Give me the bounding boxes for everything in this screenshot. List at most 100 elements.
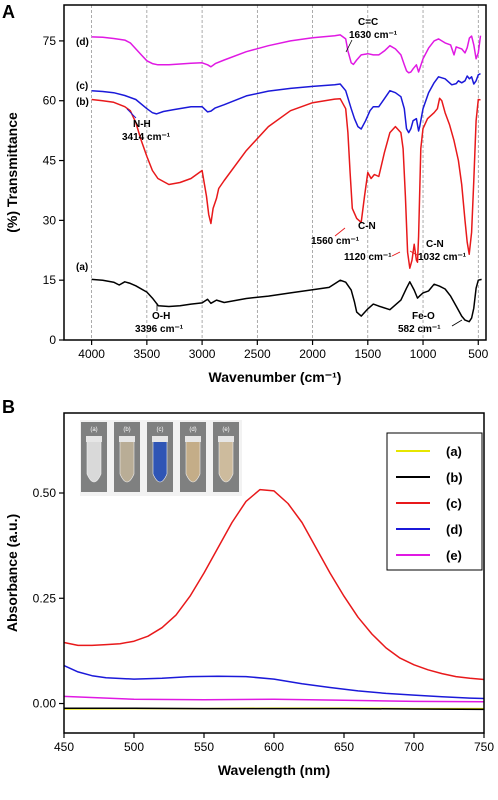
vial-e: (e) [213,422,239,492]
vial-cap [218,436,234,442]
annotation-text: 1560 cm⁻¹ [311,236,360,247]
annotation-text: 3396 cm⁻¹ [135,324,184,335]
annotation-text: Fe-O [412,311,435,322]
curve-label-a: (a) [76,262,88,273]
inset-vial-photo: (a) (b) (c) (d) (e) [80,420,242,496]
series-line-d [91,34,482,74]
x-tick-label: 650 [334,740,354,754]
y-tick-label: 45 [43,154,57,168]
x-tick-label: 700 [404,740,424,754]
y-tick-label: 15 [43,273,57,287]
vial-cap [86,436,102,442]
panel-a-y-axis-label: (%) Transmittance [4,112,20,233]
series-line-b [64,707,485,711]
panel-b-ticks: 450 500 550 600 650 700 750 0.00 0.25 0.50 [33,486,495,754]
annotation-o-h-3396: O-H 3396 cm⁻¹ [135,303,184,335]
series-line-e [63,695,485,703]
annotation-text: C-N [426,239,444,250]
x-tick-label: 550 [194,740,214,754]
legend-item-d: (d) [396,522,463,537]
y-tick-label: 0 [49,333,56,347]
vial-body [152,440,168,483]
annotation-c-n-1120-1032: C-N 1120 cm⁻¹ 1032 cm⁻¹ [344,239,467,263]
legend-item-b: (b) [396,470,463,485]
vial-body [119,440,135,483]
legend-label: (e) [446,548,462,563]
x-tick-label: 500 [468,347,488,361]
panel-a-label: A [2,2,15,22]
series-line-d [63,664,485,700]
vial-label: (b) [123,427,130,433]
y-tick-label: 0.25 [33,591,57,605]
vial-b: (b) [114,422,140,492]
x-tick-label: 450 [54,740,74,754]
annotation-text: 582 cm⁻¹ [398,324,441,335]
panel-b-series [63,488,485,711]
panel-b-label: B [2,397,15,417]
annotation-n-h-3414: N-H 3414 cm⁻¹ [122,108,171,143]
annotation-text: C-N [358,221,376,232]
legend-label: (a) [446,444,462,459]
curve-label-d: (d) [76,37,89,48]
legend-box [386,432,483,571]
vial-cap [152,436,168,442]
panel-a-x-axis-label: Wavenumber (cm⁻¹) [209,369,342,385]
annotation-c-n-1560: C-N 1560 cm⁻¹ [311,221,376,247]
annotation-pointer [391,251,401,257]
vial-d: (d) [180,422,206,492]
x-tick-label: 3500 [134,347,161,361]
annotation-c-c-1630: C=C 1630 cm⁻¹ [345,17,398,53]
vial-label: (c) [157,427,164,433]
annotation-text: 1032 cm⁻¹ [418,252,467,263]
panel-a-ticks: 4000 3500 3000 2500 2000 1500 1000 500 0 15 30 45 60… [43,34,489,361]
vial-a: (a) [81,422,107,492]
annotation-text: 1630 cm⁻¹ [349,30,398,41]
curve-label-c: (c) [76,81,88,92]
annotation-pointer [451,319,463,327]
legend-item-e: (e) [396,548,462,563]
panel-a-ftir-chart: A 4000 3500 3000 2500 2000 1500 1000 500 0 15 30 45… [2,2,489,385]
vial-body [86,440,102,483]
vial-body [218,440,234,483]
legend-item-a: (a) [396,444,462,459]
x-tick-label: 2000 [299,347,326,361]
vial-label: (e) [222,427,229,433]
x-tick-label: 1000 [410,347,437,361]
y-tick-label: 0.50 [33,486,57,500]
legend-label: (c) [446,496,462,511]
panel-b-legend: (a) (b) (c) (d) (e) [386,432,483,571]
x-tick-label: 2500 [244,347,271,361]
annotation-text: 1120 cm⁻¹ [344,252,392,263]
series-line-c [91,72,481,134]
vial-label: (d) [189,427,196,433]
panel-b-uvvis-chart: B 450 500 550 600 650 700 750 0.00 0.25 0.50 Wave… [2,397,494,778]
vial-label: (a) [90,427,97,433]
panel-a-plot-frame [63,4,487,341]
x-tick-label: 750 [474,740,494,754]
series-line-c [63,488,485,681]
annotation-text: N-H [133,119,151,130]
annotation-fe-o-582: Fe-O 582 cm⁻¹ [398,311,463,335]
vial-cap [185,436,201,442]
annotation-text: 3414 cm⁻¹ [122,132,171,143]
x-tick-label: 4000 [78,347,105,361]
y-tick-label: 75 [43,34,57,48]
annotation-text: C=C [358,17,378,28]
series-line-b [91,97,481,269]
vial-c: (c) [147,422,173,492]
annotation-text: O-H [152,311,170,322]
legend-label: (b) [446,470,463,485]
x-tick-label: 3000 [189,347,216,361]
panel-b-x-axis-label: Wavelength (nm) [218,762,330,778]
x-tick-label: 1500 [354,347,381,361]
y-tick-label: 0.00 [33,697,57,711]
vial-cap [119,436,135,442]
x-tick-label: 600 [264,740,284,754]
legend-label: (d) [446,522,463,537]
x-tick-label: 500 [124,740,144,754]
y-tick-label: 60 [43,94,57,108]
annotation-pointer [126,108,137,119]
annotation-pointer [334,227,346,237]
panel-b-y-axis-label: Absorbance (a.u.) [4,514,20,632]
